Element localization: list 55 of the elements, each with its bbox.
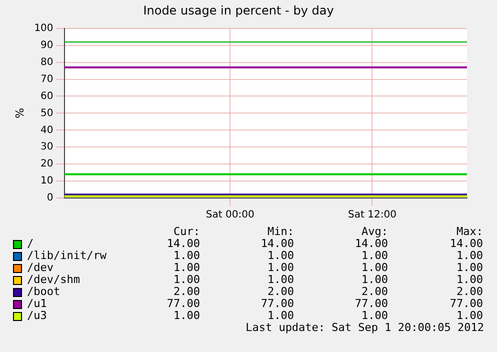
text: 1.00	[456, 309, 483, 322]
text: 77.00	[260, 297, 294, 310]
x-tick-label: Sat 00:00	[206, 210, 254, 221]
text: 1.00	[360, 261, 388, 274]
text: 1.00	[360, 249, 388, 262]
text: 2.00	[360, 285, 388, 298]
text: 1.00	[172, 309, 200, 322]
y-tick-label: 50	[40, 108, 54, 119]
y-tick-label: 100	[34, 22, 54, 34]
text: 1.00	[172, 273, 200, 286]
text: 1.00	[266, 273, 294, 286]
y-tick-label: 70	[40, 74, 54, 85]
legend-label: /u1	[27, 297, 47, 310]
legend-label: /boot	[27, 285, 60, 298]
text: 2.00	[172, 285, 200, 298]
text: 14.00	[260, 237, 294, 250]
text: Cur:	[172, 225, 200, 238]
text: 1.00	[266, 249, 294, 262]
text: 1.00	[360, 309, 388, 322]
text: 1.00	[172, 261, 200, 274]
text: 1.00	[172, 249, 200, 262]
legend-label: /dev	[27, 261, 54, 274]
text: 14.00	[448, 237, 483, 250]
y-axis-title: %	[13, 108, 26, 118]
legend-label: /dev/shm	[27, 273, 80, 286]
text: 1.00	[360, 273, 388, 286]
text: Last update: Sat Sep 1 20:00:05 2012	[246, 321, 484, 334]
y-tick-label: 20	[40, 158, 54, 170]
text: 14.00	[166, 237, 200, 250]
text: 1.00	[456, 249, 483, 262]
text: 1.00	[456, 261, 483, 274]
y-tick-label: 60	[40, 90, 54, 102]
text: 77.00	[448, 297, 483, 310]
y-tick-label: 30	[40, 142, 54, 153]
text: 2.00	[456, 285, 483, 298]
y-tick-label: 90	[40, 40, 54, 51]
y-tick-label: 10	[40, 176, 54, 187]
y-tick-label: 40	[40, 124, 54, 136]
text: 77.00	[354, 297, 388, 310]
legend-label: /lib/init/rw	[27, 249, 106, 262]
y-tick-label: 0	[46, 192, 54, 204]
text: 1.00	[266, 309, 294, 322]
text: 77.00	[166, 297, 200, 310]
text: 1.00	[456, 273, 483, 286]
text: 14.00	[354, 237, 388, 250]
text: Max:	[456, 225, 483, 238]
text: Min:	[266, 225, 294, 238]
text: 2.00	[266, 285, 294, 298]
chart-title: Inode usage in percent - by day	[143, 3, 334, 18]
x-tick-label: Sat 12:00	[348, 210, 396, 221]
text: Avg:	[360, 225, 388, 238]
legend-label: /u3	[27, 309, 47, 322]
y-tick-label: 80	[40, 56, 54, 68]
text: 1.00	[266, 261, 294, 274]
legend-label: /	[27, 237, 34, 250]
